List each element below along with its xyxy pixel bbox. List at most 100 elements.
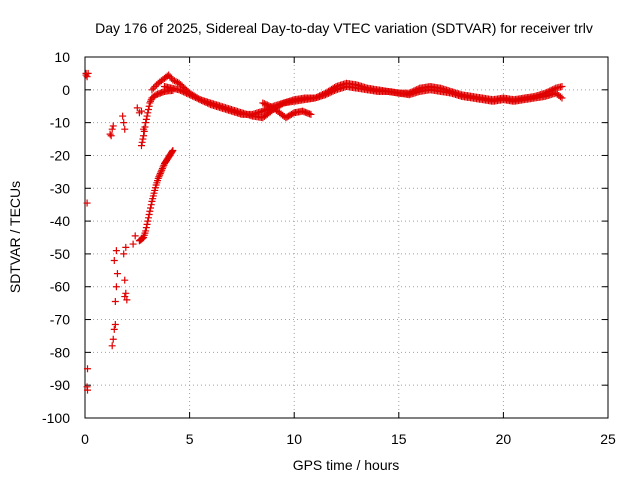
isolated-points-point	[129, 240, 137, 248]
main-trace-lower-point	[189, 92, 197, 100]
rising-track-point	[155, 173, 163, 181]
main-trace-upper-point	[150, 84, 158, 92]
y-tick-label: -100	[42, 410, 70, 426]
isolated-points-point	[84, 386, 92, 394]
rising-track-point	[158, 166, 166, 174]
isolated-points-point	[108, 342, 116, 350]
y-axis-label: SDTVAR / TECUs	[7, 181, 23, 293]
branch-tracks-point	[265, 102, 273, 110]
x-tick-labels: 0 5 10 15 20 25	[81, 431, 616, 447]
recovery-track-point	[142, 119, 150, 127]
y-tick-label: -90	[50, 377, 70, 393]
branch-tracks-point	[259, 99, 267, 107]
recovery-track-point	[142, 115, 150, 123]
isolated-points-point	[111, 297, 119, 305]
main-trace-lower-point	[183, 89, 191, 97]
isolated-points-point	[109, 335, 117, 343]
main-trace-lower-point	[192, 94, 200, 102]
y-tick-label: -40	[50, 213, 70, 229]
main-trace-upper-point	[172, 78, 180, 86]
y-tick-label: -60	[50, 279, 70, 295]
main-trace-upper-point	[170, 77, 178, 85]
y-tick-label: 10	[54, 49, 70, 65]
main-trace-upper-point	[148, 86, 156, 94]
rising-track-point	[147, 201, 155, 209]
main-trace-upper-point	[169, 76, 177, 84]
isolated-points-point	[122, 289, 130, 297]
main-trace-lower-point	[329, 87, 337, 95]
isolated-points-point	[121, 125, 129, 133]
rising-track-point	[156, 170, 164, 178]
main-trace-lower-point	[328, 88, 336, 96]
y-tick-label: -30	[50, 180, 70, 196]
rising-track-point	[154, 174, 162, 182]
main-trace-upper-point	[260, 106, 268, 114]
chart-title: Day 176 of 2025, Sidereal Day-to-day VTE…	[95, 20, 593, 36]
main-trace-lower-point	[331, 87, 339, 95]
branch-tracks-point	[263, 101, 271, 109]
rising-track-point	[147, 204, 155, 212]
isolated-points-point	[112, 247, 120, 255]
x-tick-label: 20	[496, 431, 512, 447]
rising-track-point	[157, 168, 165, 176]
isolated-points-point	[121, 276, 129, 284]
isolated-points-point	[120, 119, 128, 127]
y-tick-label: -20	[50, 147, 70, 163]
recovery-track-point	[141, 123, 149, 131]
rising-track-point	[159, 163, 167, 171]
main-trace-lower-point	[558, 94, 566, 102]
rising-track-point	[145, 211, 153, 219]
recovery-track-point	[143, 112, 151, 120]
main-trace-lower-point	[186, 91, 194, 99]
x-tick-label: 15	[391, 431, 407, 447]
isolated-points-point	[119, 112, 127, 120]
main-trace-lower-point	[326, 89, 334, 97]
rising-track-point	[144, 214, 152, 222]
main-trace-lower-point	[175, 86, 183, 94]
y-tick-label: -70	[50, 312, 70, 328]
recovery-track-point	[146, 99, 154, 107]
main-trace-upper-point	[259, 107, 267, 115]
rising-track-point	[143, 220, 151, 228]
rising-track-point	[144, 217, 152, 225]
y-tick-label: -10	[50, 115, 70, 131]
rising-track-point	[142, 227, 150, 235]
isolated-points-point	[83, 73, 91, 81]
recovery-track-point	[140, 127, 148, 135]
recovery-track-point	[144, 109, 152, 117]
data-points	[82, 69, 566, 394]
y-tick-label: 0	[62, 82, 70, 98]
isolated-points-point	[137, 107, 145, 115]
main-trace-lower-point	[322, 91, 330, 99]
x-tick-label: 10	[286, 431, 302, 447]
rising-track-point	[156, 171, 164, 179]
isolated-points-point	[82, 71, 90, 79]
recovery-track-point	[140, 132, 148, 140]
main-trace-lower-point	[181, 89, 189, 97]
y-tick-labels: 10 0 -10 -20 -30 -40 -50 -60 -70 -80 -90 -100	[42, 49, 70, 426]
main-trace-lower-point	[180, 88, 188, 96]
isolated-points-point	[120, 250, 128, 258]
rising-track-point	[146, 207, 154, 215]
x-tick-label: 0	[81, 431, 89, 447]
main-trace-lower-point	[178, 87, 186, 95]
isolated-points-point	[112, 283, 120, 291]
recovery-track-point	[138, 138, 146, 146]
main-trace-upper-point	[558, 83, 566, 91]
isolated-points-point	[107, 132, 115, 140]
x-tick-label: 5	[186, 431, 194, 447]
rising-track-point	[169, 147, 177, 155]
recovery-track-point	[145, 102, 153, 110]
rising-track-point	[142, 224, 150, 232]
isolated-points-point	[109, 122, 117, 130]
recovery-track-point	[137, 142, 145, 150]
main-trace-lower-point	[323, 90, 331, 98]
main-trace-lower-point	[556, 93, 564, 101]
main-trace-lower-point	[177, 87, 185, 95]
rising-track-point	[158, 165, 166, 173]
isolated-points-point	[113, 270, 121, 278]
main-trace-upper-point	[151, 83, 159, 91]
isolated-points-point	[110, 256, 118, 264]
branch-tracks-point	[260, 100, 268, 108]
